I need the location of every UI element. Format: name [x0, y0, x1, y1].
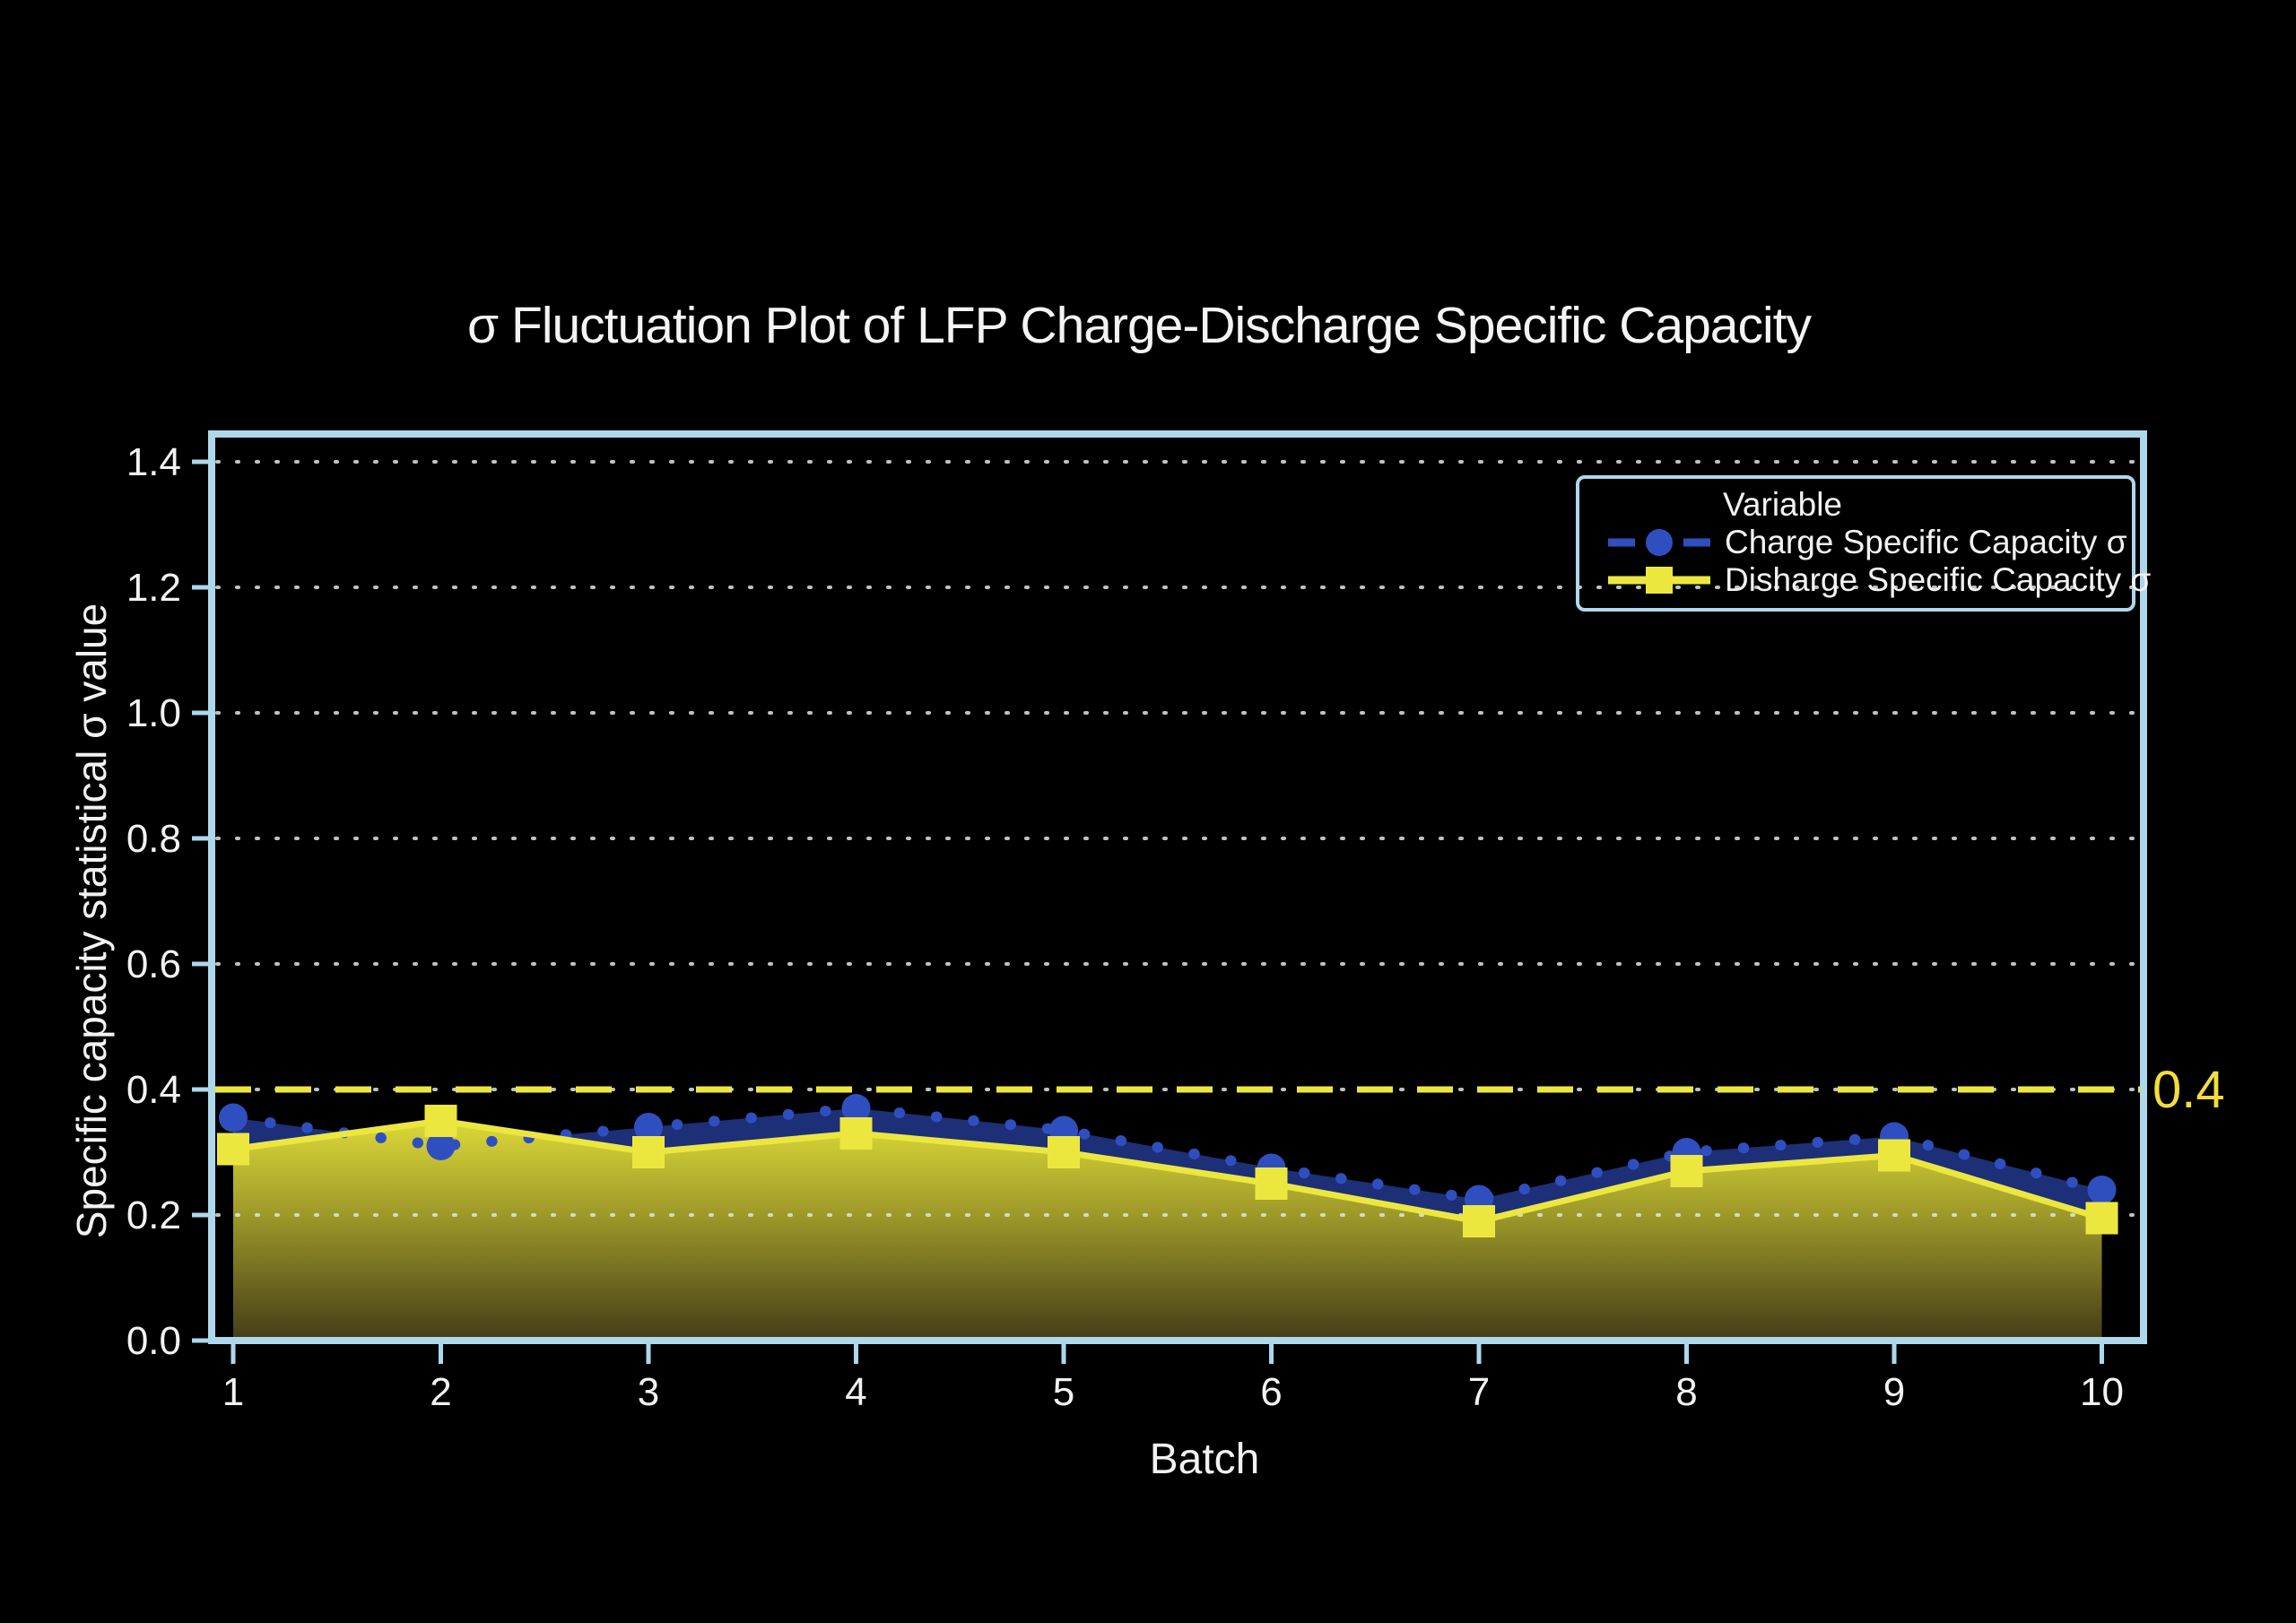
- x-tick-label-6: 6: [1260, 1370, 1282, 1414]
- discharge-point-batch-3: [632, 1136, 665, 1168]
- discharge-point-batch-1: [217, 1133, 249, 1166]
- discharge-point-batch-10: [2085, 1202, 2118, 1235]
- discharge-point-batch-9: [1878, 1139, 1910, 1172]
- x-axis-title: Batch: [1149, 1436, 1260, 1483]
- y-tick-label-1.2: 1.2: [126, 566, 181, 610]
- y-tick-label-1.4: 1.4: [126, 440, 181, 484]
- legend-item-charge-label: Charge Specific Capacity σ: [1725, 524, 2127, 560]
- discharge-series-swatch: [1608, 567, 1710, 594]
- x-tick-label-10: 10: [2080, 1370, 2124, 1414]
- discharge-point-batch-6: [1255, 1167, 1288, 1200]
- discharge-point-batch-4: [839, 1117, 873, 1150]
- x-tick-label-3: 3: [638, 1370, 659, 1414]
- x-tick-label-9: 9: [1883, 1370, 1905, 1414]
- discharge-point-batch-7: [1463, 1205, 1495, 1237]
- charge-point-batch-3: [634, 1113, 663, 1141]
- threshold-value-label: 0.4: [2152, 1061, 2225, 1119]
- legend-item-discharge-label: Disharge Specific Capacity σ: [1725, 561, 2152, 598]
- charge-point-batch-1: [219, 1103, 248, 1133]
- x-tick-label-7: 7: [1468, 1370, 1490, 1414]
- legend-item-charge: Charge Specific Capacity σ: [1606, 524, 2127, 561]
- discharge-series-line: [232, 1117, 2103, 1225]
- discharge-point-batch-2: [424, 1105, 457, 1137]
- y-tick-label-0.4: 0.4: [126, 1068, 181, 1112]
- legend-title: Variable: [1723, 486, 1843, 523]
- x-tick-label-2: 2: [430, 1370, 451, 1414]
- x-tick-label-5: 5: [1053, 1370, 1074, 1414]
- y-tick-label-0.2: 0.2: [126, 1193, 181, 1237]
- discharge-point-batch-5: [1048, 1136, 1080, 1168]
- legend-item-discharge: Disharge Specific Capacity σ: [1606, 561, 2151, 599]
- charge-point-batch-2: [426, 1132, 456, 1160]
- y-tick-label-0.6: 0.6: [126, 942, 181, 986]
- y-tick-label-0.0: 0.0: [126, 1319, 181, 1363]
- legend: Variable Charge Specific Capacity σ Dish…: [1576, 475, 2151, 612]
- discharge-square-marker-icon: [1646, 567, 1673, 594]
- discharge-area-fill: [233, 1121, 2102, 1338]
- plot-border: [208, 430, 2147, 1344]
- x-tick-label-4: 4: [845, 1370, 866, 1414]
- y-tick-label-0.8: 0.8: [126, 817, 181, 861]
- x-tick-label-8: 8: [1675, 1370, 1697, 1414]
- chart-title: σ Fluctuation Plot of LFP Charge-Dischar…: [466, 297, 1812, 354]
- charge-circle-marker-icon: [1646, 529, 1673, 556]
- y-tick-label-1.0: 1.0: [126, 691, 181, 735]
- charge-point-batch-10: [2087, 1176, 2117, 1204]
- charge-point-batch-4: [841, 1094, 871, 1123]
- discharge-point-batch-8: [1670, 1155, 1703, 1187]
- x-tick-label-1: 1: [222, 1370, 244, 1414]
- charge-series-swatch: [1608, 529, 1710, 556]
